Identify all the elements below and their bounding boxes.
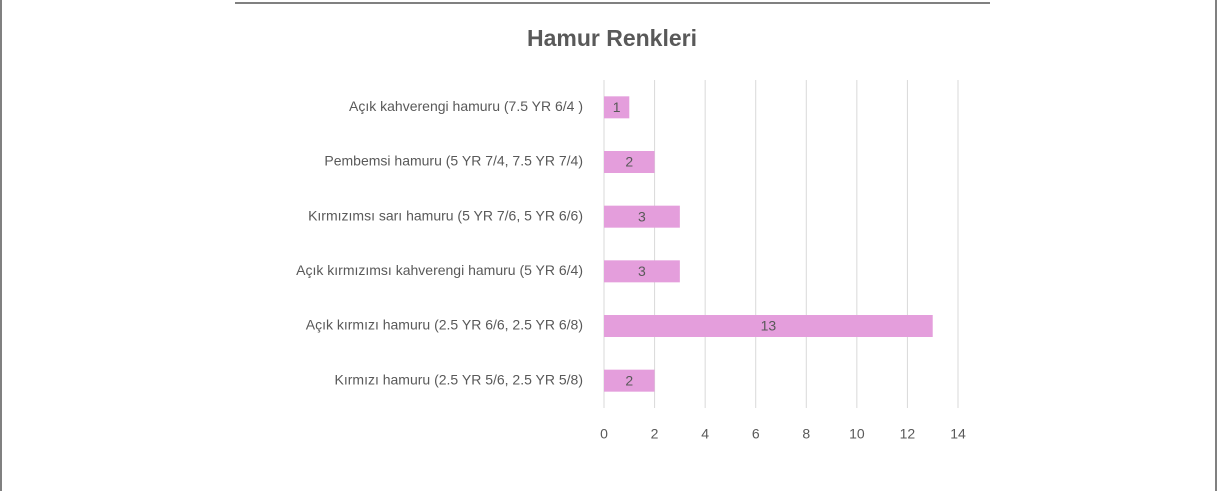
- data-label: 2: [625, 154, 633, 170]
- x-tick-label: 6: [752, 426, 760, 442]
- y-tick-label: Kırmızı hamuru (2.5 YR 5/6, 2.5 YR 5/8): [335, 371, 583, 387]
- x-tick-label: 8: [802, 426, 810, 442]
- data-label: 3: [638, 208, 646, 224]
- x-tick-label: 10: [849, 426, 865, 442]
- bar: [604, 260, 680, 283]
- bar: [604, 96, 630, 119]
- x-tick-label: 2: [651, 426, 659, 442]
- bar: [604, 205, 680, 228]
- bar: [604, 315, 933, 337]
- y-tick-label: Açık kırmızımsı kahverengi hamuru (5 YR …: [296, 262, 583, 278]
- data-label: 1: [613, 99, 621, 115]
- bar: [604, 151, 655, 173]
- x-tick-label: 14: [950, 426, 966, 442]
- data-label: 3: [638, 263, 646, 279]
- x-tick-label: 0: [600, 426, 608, 442]
- y-tick-label: Pembemsi hamuru (5 YR 7/4, 7.5 YR 7/4): [324, 153, 583, 169]
- y-tick-label: Açık kırmızı hamuru (2.5 YR 6/6, 2.5 YR …: [306, 317, 583, 333]
- bar: [604, 369, 655, 392]
- x-tick-label: 4: [701, 426, 709, 442]
- chart-title: Hamur Renkleri: [527, 25, 697, 51]
- y-tick-label: Kırmızımsı sarı hamuru (5 YR 7/6, 5 YR 6…: [308, 207, 583, 223]
- x-tick-label: 12: [900, 426, 916, 442]
- data-label: 2: [625, 372, 633, 388]
- data-label: 13: [761, 318, 777, 334]
- y-tick-label: Açık kahverengi hamuru (7.5 YR 6/4 ): [349, 98, 583, 114]
